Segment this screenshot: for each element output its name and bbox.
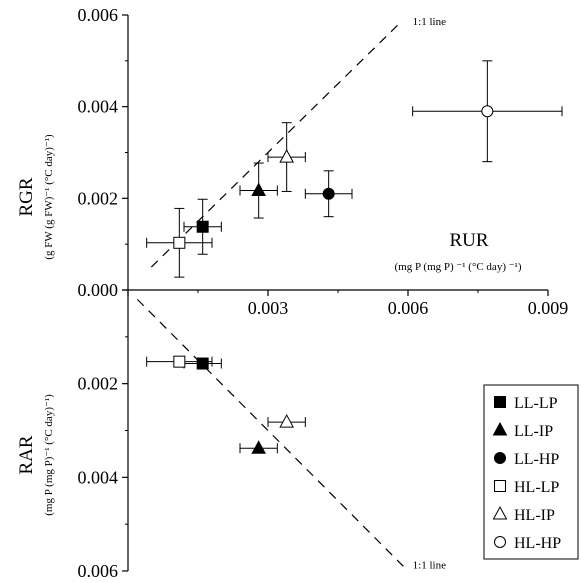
legend-label: HL-LP — [514, 479, 559, 496]
data-point-marker — [251, 440, 267, 454]
data-point-marker — [173, 355, 186, 368]
legend-item-hl-hp: HL-HP — [494, 535, 561, 552]
top-xlabel: RUR — [449, 230, 488, 251]
top-point-hl-lp — [146, 207, 213, 278]
top-point-ll-ip — [239, 162, 278, 219]
bottom-ylabel-units-group: (mg P (mg P)⁻¹ (°C day)⁻¹) — [43, 394, 55, 516]
legend-label: LL-IP — [514, 423, 553, 440]
data-point-marker — [251, 182, 267, 197]
top-y-tick-label: 0.000 — [78, 280, 119, 300]
top-xlabel-units: (mg P (mg P) ⁻¹ (°C day) ⁻¹) — [395, 261, 522, 273]
x-tick-label: 0.003 — [248, 298, 289, 318]
top-y-tick-label: 0.006 — [78, 5, 119, 25]
data-point-marker — [279, 414, 295, 428]
bottom-point-hl-lp — [146, 355, 213, 368]
legend-item-ll-lp: LL-LP — [494, 395, 558, 412]
bottom-point-ll-ip — [239, 440, 278, 454]
legend-item-ll-ip: LL-IP — [492, 421, 553, 440]
top-one-to-one-label: 1:1 line — [413, 16, 446, 28]
top-one-to-one-line — [150, 21, 402, 268]
legend-label: LL-HP — [514, 451, 559, 468]
x-tick-label: 0.009 — [528, 298, 569, 318]
legend-label: HL-HP — [514, 535, 561, 552]
top-point-ll-lp — [183, 198, 222, 255]
legend-marker — [494, 480, 506, 492]
legend-item-ll-hp: LL-HP — [494, 451, 559, 468]
legend-item-hl-ip: HL-IP — [492, 505, 555, 524]
data-point-marker — [196, 220, 209, 233]
bottom-one-to-one-line — [136, 298, 404, 567]
top-ylabel: RGR — [16, 177, 37, 216]
top-ylabel-units-group: (g FW (g FW)⁻¹ (°C day)⁻¹) — [43, 134, 55, 260]
top-point-hl-hp — [412, 60, 563, 163]
legend-item-hl-lp: HL-LP — [494, 479, 559, 496]
bottom-ylabel: RAR — [16, 435, 37, 474]
data-point-marker — [279, 149, 295, 163]
legend-marker — [492, 505, 508, 520]
legend-marker — [494, 396, 506, 408]
top-point-hl-ip — [267, 122, 306, 192]
bottom-one-to-one-label: 1:1 line — [413, 560, 446, 572]
top-y-tick-label: 0.004 — [78, 97, 119, 117]
legend-label: LL-LP — [514, 395, 558, 412]
bottom-y-tick-label: 0.004 — [78, 467, 119, 487]
top-point-ll-hp — [304, 170, 353, 218]
legend-marker — [494, 536, 506, 548]
x-tick-label: 0.006 — [388, 298, 429, 318]
data-point-marker — [481, 105, 494, 118]
top-ylabel-units: (g FW (g FW)⁻¹ (°C day)⁻¹) — [43, 134, 55, 260]
legend-items: LL-LP LL-IP LL-HP HL-LP HL-IP HL-HP — [492, 395, 561, 552]
legend-box — [483, 384, 579, 560]
bottom-ylabel-units: (mg P (mg P)⁻¹ (°C day)⁻¹) — [43, 394, 55, 516]
legend-marker — [494, 452, 506, 464]
bottom-y-tick-label: 0.002 — [78, 374, 119, 394]
data-point-marker — [196, 357, 209, 370]
legend: LL-LP LL-IP LL-HP HL-LP HL-IP HL-HP — [483, 384, 579, 560]
legend-marker — [492, 421, 508, 436]
bottom-point-hl-ip — [267, 414, 306, 428]
bottom-point-ll-lp — [183, 357, 222, 370]
data-point-marker — [322, 187, 335, 200]
data-point-marker — [173, 236, 186, 249]
plot-layer: 0.000 0.002 0.004 0.006 0.002 0.004 0.006 0.003… — [78, 5, 569, 581]
legend-label: HL-IP — [514, 507, 555, 524]
top-y-tick-label: 0.002 — [78, 188, 119, 208]
bottom-ylabel-group: RAR — [16, 435, 37, 474]
bottom-y-tick-label: 0.006 — [78, 561, 119, 581]
top-ylabel-group: RGR — [16, 177, 37, 216]
